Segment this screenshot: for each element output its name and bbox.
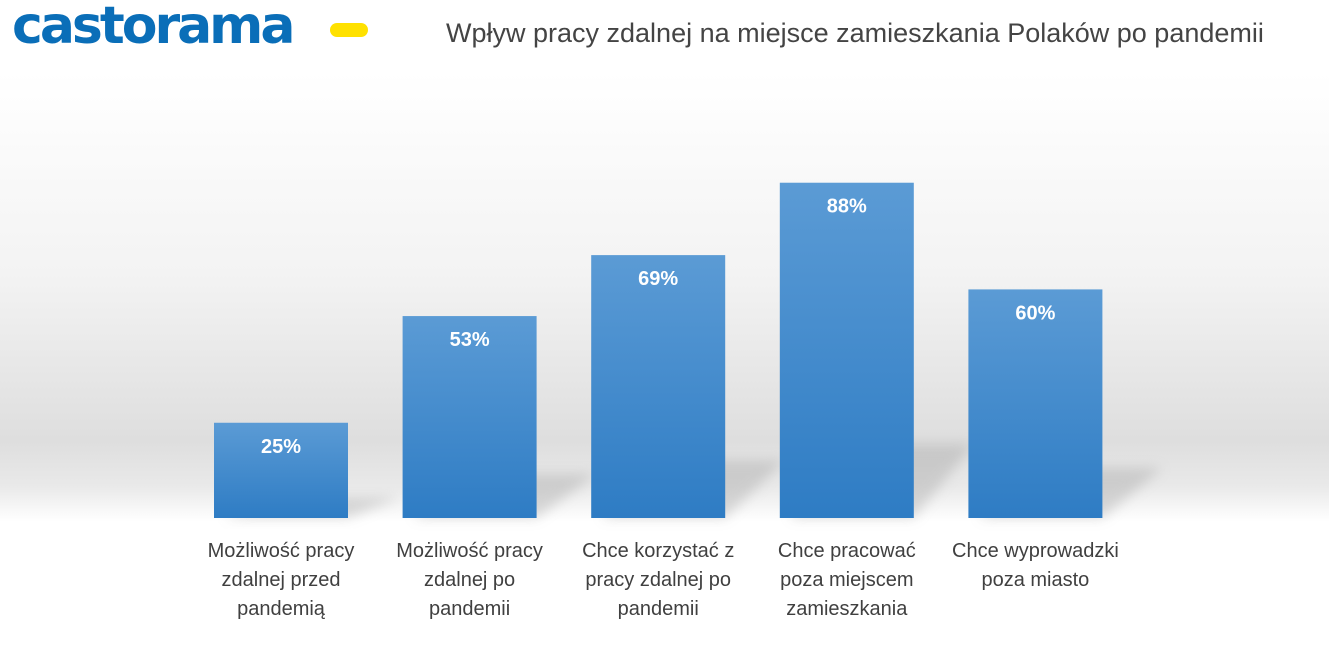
castorama-logo: castorama xyxy=(12,0,295,56)
data-label: 53% xyxy=(450,329,490,351)
category-label: Chce korzystać z xyxy=(582,540,734,562)
logo-accent-bar xyxy=(330,23,368,37)
bar xyxy=(968,289,1103,518)
category-label: zdalnej po xyxy=(424,569,515,591)
category-label: zdalnej przed xyxy=(222,569,341,591)
bar xyxy=(779,182,914,518)
category-label: zamieszkania xyxy=(786,598,908,620)
data-label: 60% xyxy=(1015,302,1055,324)
category-label: Możliwość pracy xyxy=(396,540,543,562)
category-label: poza miasto xyxy=(981,569,1089,591)
category-label: pandemii xyxy=(429,598,510,620)
category-label: pandemii xyxy=(618,598,699,620)
bar xyxy=(402,316,537,518)
chart-title: Wpływ pracy zdalnej na miejsce zamieszka… xyxy=(446,18,1264,48)
category-label: pracy zdalnej po xyxy=(585,569,731,591)
category-label: Możliwość pracy xyxy=(208,540,355,562)
bar xyxy=(214,422,348,518)
data-label: 88% xyxy=(827,196,867,218)
category-label: poza miejscem xyxy=(780,569,913,591)
bar xyxy=(591,255,726,519)
category-label: Chce pracować xyxy=(778,540,916,562)
data-label: 25% xyxy=(261,436,301,458)
category-label: pandemią xyxy=(237,598,326,620)
data-label: 69% xyxy=(638,268,678,290)
category-label: Chce wyprowadzki xyxy=(952,540,1119,562)
